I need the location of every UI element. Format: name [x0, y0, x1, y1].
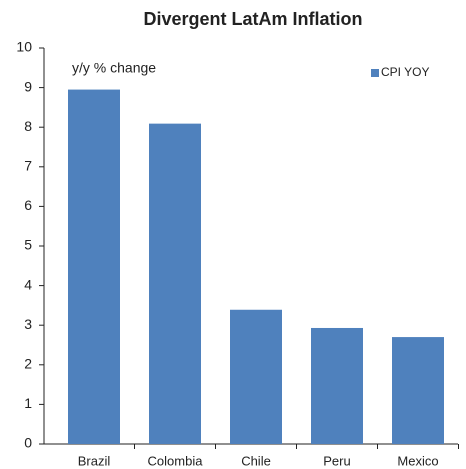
y-tick-label: 9	[24, 78, 32, 94]
y-tick-label: 7	[24, 158, 32, 174]
chart-title: Divergent LatAm Inflation	[143, 9, 362, 29]
y-tick-label: 3	[24, 316, 32, 332]
legend-label: CPI YOY	[381, 65, 429, 79]
y-tick-label: 8	[24, 118, 32, 134]
bar	[68, 89, 120, 444]
x-tick-label: Peru	[323, 453, 350, 468]
bar	[392, 337, 444, 444]
bar	[311, 327, 363, 444]
x-tick-label: Brazil	[78, 453, 111, 468]
y-tick-label: 10	[16, 39, 32, 55]
y-tick-label: 2	[24, 356, 32, 372]
bar	[149, 123, 201, 445]
y-tick-label: 0	[24, 435, 32, 451]
bar	[230, 309, 282, 444]
y-tick-label: 6	[24, 197, 32, 213]
y-tick-label: 4	[24, 276, 32, 292]
annotation: y/y % change	[72, 60, 156, 76]
legend-swatch	[371, 69, 379, 77]
y-tick-label: 1	[24, 395, 32, 411]
x-tick-label: Chile	[241, 453, 271, 468]
x-tick-label: Colombia	[148, 453, 204, 468]
x-tick-label: Mexico	[397, 453, 438, 468]
y-tick-label: 5	[24, 237, 32, 253]
